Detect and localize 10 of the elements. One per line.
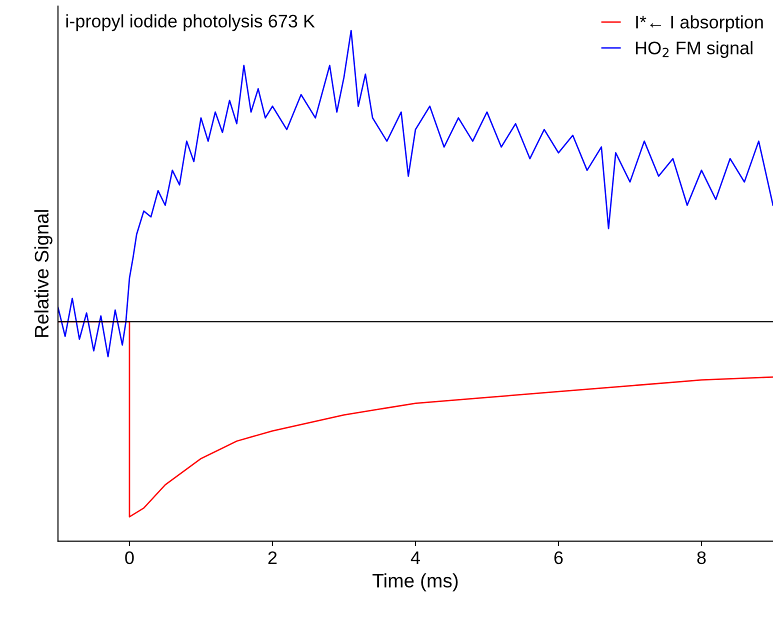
legend-label: I*← I absorption [636, 15, 763, 32]
x-tick-label: 6 [554, 551, 563, 564]
x-tick-label: 2 [268, 551, 277, 564]
annotation: i-propyl iodide photolysis 673 K [66, 14, 315, 32]
legend-label: HO$_{2}$ FM signal [636, 41, 752, 58]
x-tick-label: 0 [125, 551, 134, 564]
x-tick-label: 4 [410, 552, 420, 564]
x-tick-label: 8 [697, 551, 706, 564]
y-axis-title: Relative Signal [34, 210, 52, 337]
x-axis-title: Time (ms) [372, 573, 458, 592]
